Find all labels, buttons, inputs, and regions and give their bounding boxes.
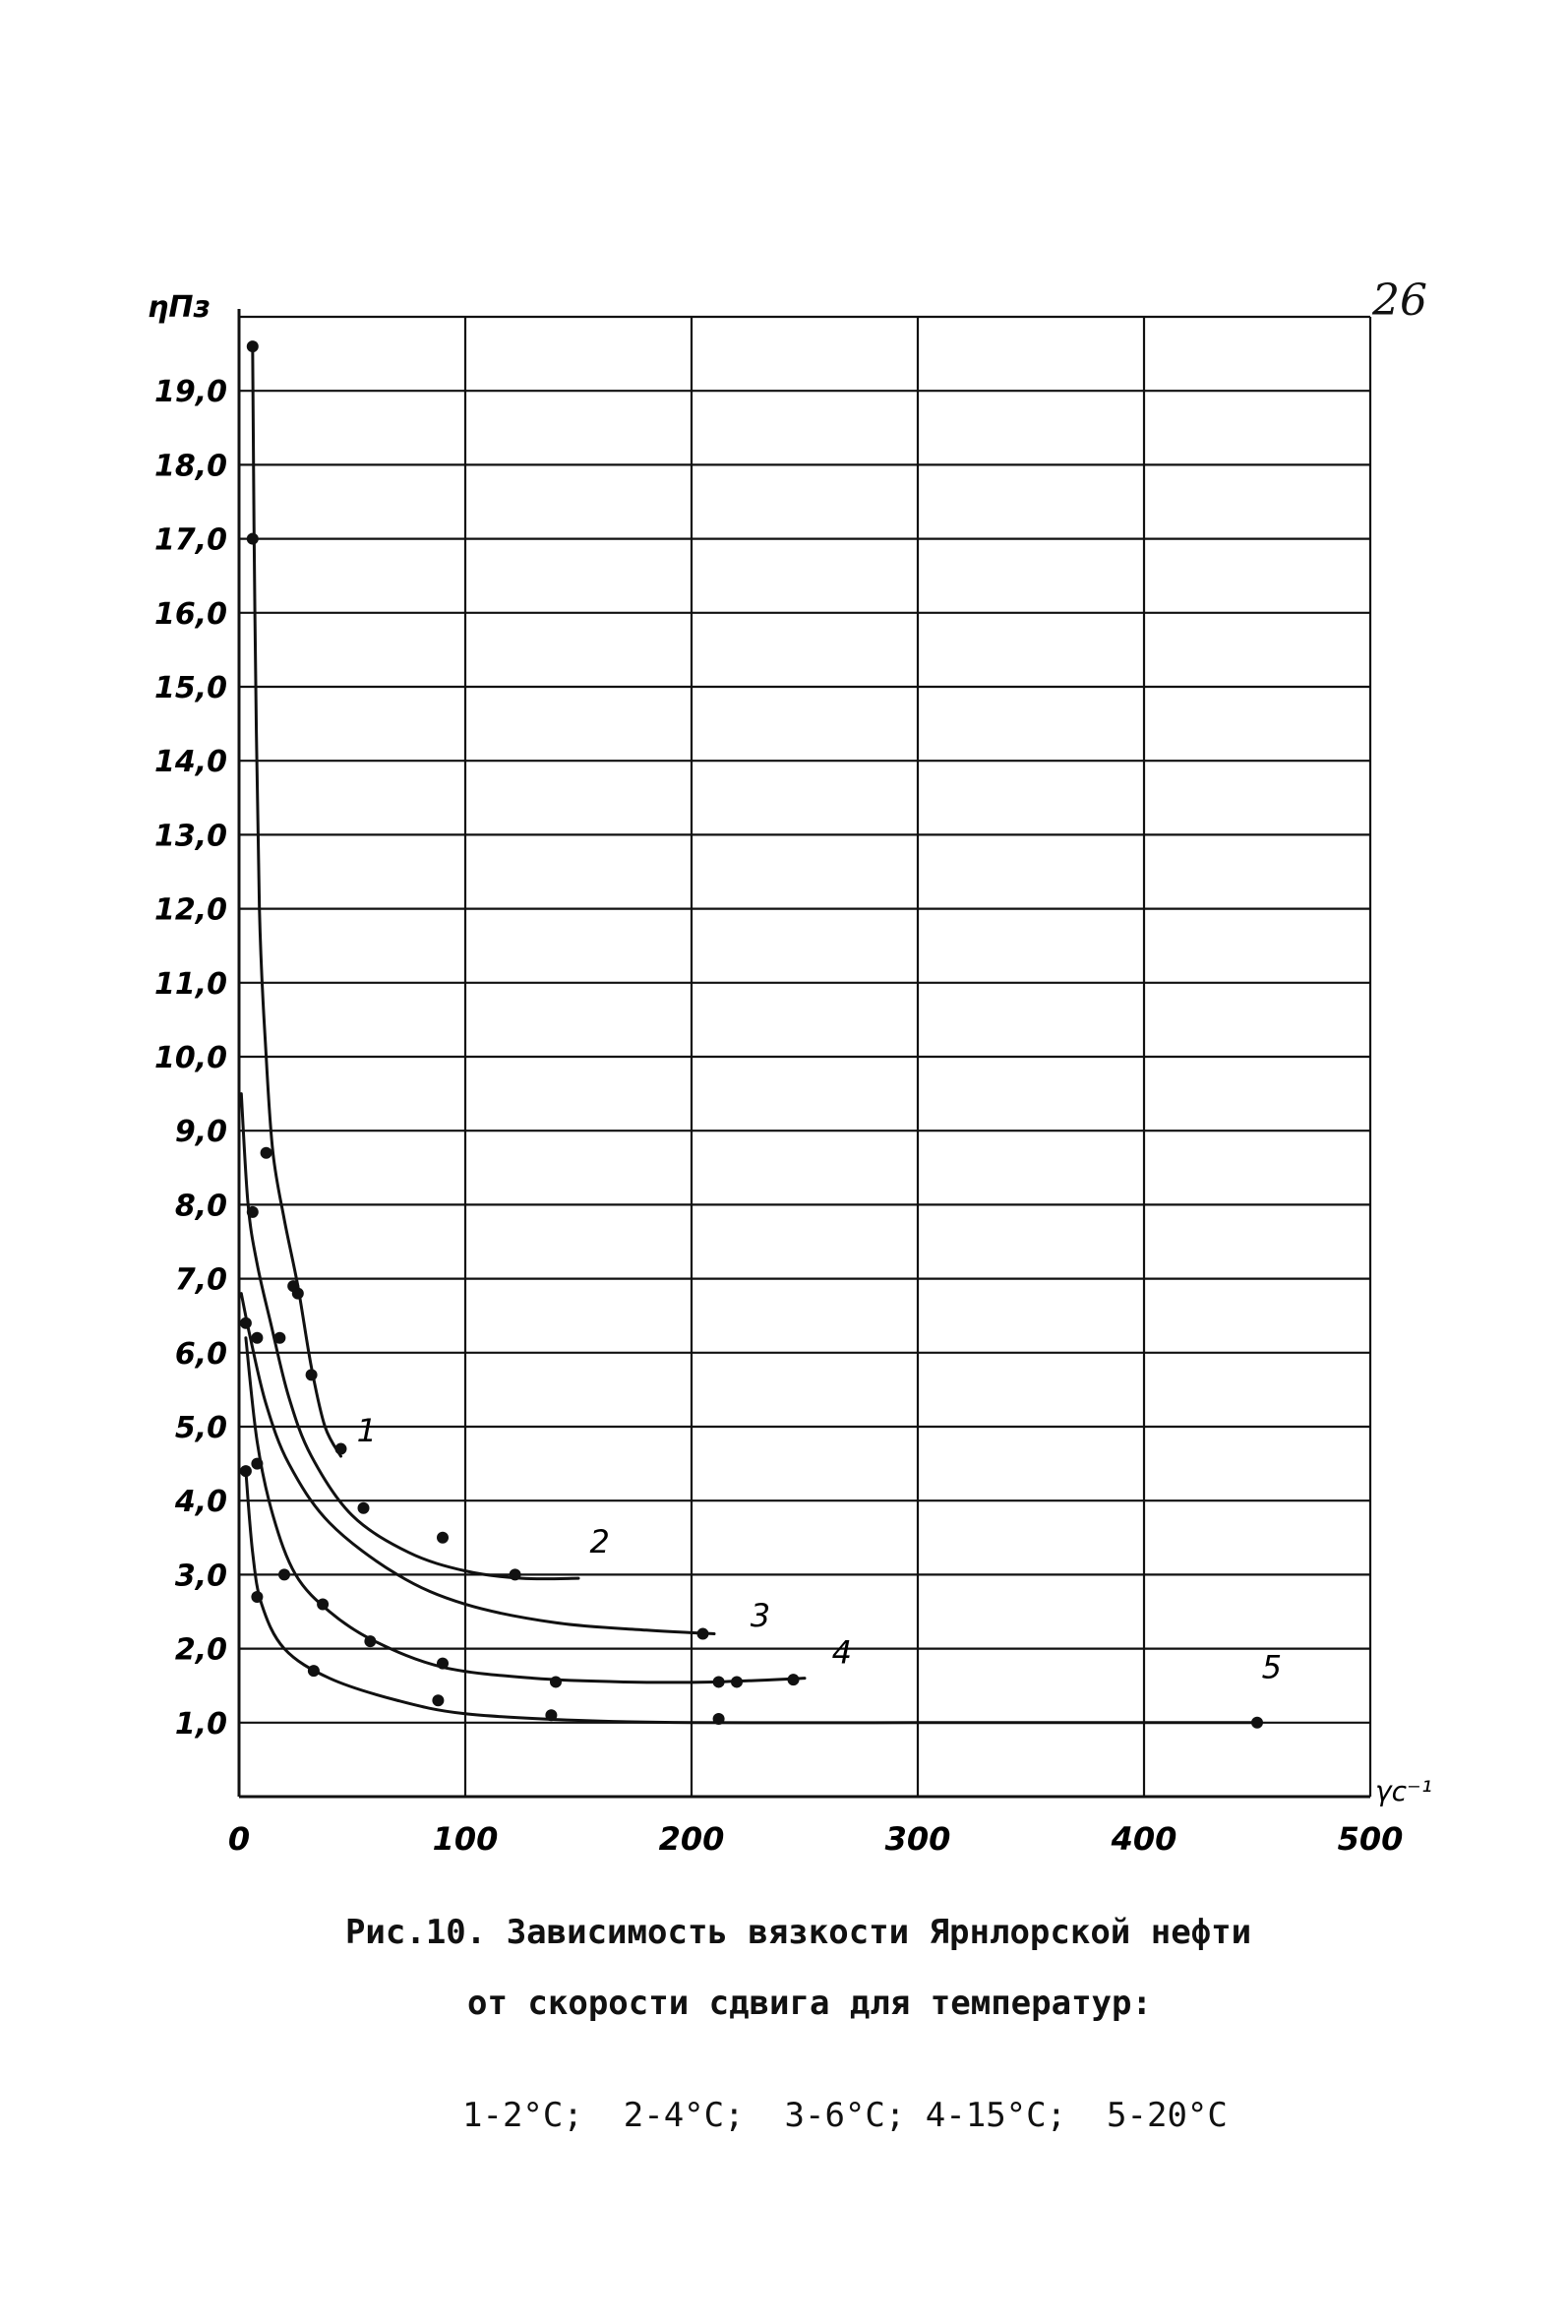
x-tick-label: 100 bbox=[433, 1820, 499, 1858]
series-5-point bbox=[432, 1694, 445, 1707]
x-tick-label: 0 bbox=[228, 1820, 250, 1858]
y-tick-label: 12,0 bbox=[154, 893, 227, 928]
series-4-point bbox=[437, 1657, 449, 1670]
y-tick-label: 18,0 bbox=[154, 449, 227, 483]
caption-line-2: от скорости сдвига для температур: bbox=[467, 1984, 1152, 2023]
series-1-point bbox=[334, 1442, 347, 1455]
series-4-line bbox=[244, 1336, 807, 1684]
series-5-point bbox=[307, 1665, 320, 1678]
x-axis-label: γс⁻¹ bbox=[1375, 1775, 1432, 1807]
series-4-point bbox=[317, 1598, 330, 1611]
series-3-point bbox=[239, 1316, 252, 1329]
series-1-point bbox=[260, 1146, 272, 1159]
caption-line-3: 1-2°С; 2-4°С; 3-6°С; 4-15°С; 5-20°С bbox=[462, 2096, 1228, 2135]
series-2-point bbox=[246, 1205, 259, 1218]
y-tick-label: 1,0 bbox=[175, 1707, 227, 1742]
y-tick-label: 9,0 bbox=[175, 1115, 227, 1149]
series-2-point bbox=[509, 1568, 521, 1581]
series-2-line bbox=[239, 1092, 580, 1581]
series-2-point bbox=[357, 1501, 370, 1514]
x-tick-label: 400 bbox=[1111, 1820, 1177, 1858]
series-5-line bbox=[244, 1469, 1259, 1725]
series-3-point bbox=[251, 1331, 264, 1344]
series-4-point bbox=[550, 1676, 562, 1688]
series-3-line bbox=[239, 1292, 716, 1636]
series-4-point bbox=[712, 1676, 725, 1688]
x-tick-label: 300 bbox=[885, 1820, 951, 1858]
x-tick-label: 500 bbox=[1338, 1820, 1404, 1858]
series-5-point bbox=[251, 1590, 264, 1603]
y-tick-label: 14,0 bbox=[154, 745, 227, 779]
y-tick-label: 2,0 bbox=[175, 1633, 227, 1668]
series-label-1: 1 bbox=[357, 1412, 377, 1449]
series-4-point bbox=[251, 1457, 264, 1470]
series-label-3: 3 bbox=[751, 1597, 770, 1634]
series-5-point bbox=[712, 1713, 725, 1726]
series-label-4: 4 bbox=[832, 1634, 852, 1672]
y-tick-label: 4,0 bbox=[174, 1485, 227, 1519]
x-tick-label: 200 bbox=[659, 1820, 725, 1858]
series-1-line bbox=[251, 344, 342, 1458]
y-tick-label: 11,0 bbox=[154, 967, 227, 1002]
chart-axes bbox=[237, 309, 1370, 1799]
series-4-point bbox=[364, 1635, 377, 1648]
y-tick-label: 10,0 bbox=[154, 1041, 227, 1075]
series-1-point bbox=[246, 532, 259, 545]
series-5-point bbox=[545, 1709, 558, 1722]
y-tick-label: 15,0 bbox=[154, 671, 227, 705]
y-tick-label: 19,0 bbox=[154, 375, 227, 409]
series-layer bbox=[239, 340, 1263, 1729]
series-5-point bbox=[1251, 1716, 1263, 1729]
series-2-point bbox=[273, 1331, 286, 1344]
y-tick-label: 6,0 bbox=[175, 1337, 227, 1372]
caption-line-1: Рис.10. Зависимость вязкости Ярнлорской … bbox=[344, 1913, 1252, 1952]
series-3-point bbox=[696, 1627, 709, 1640]
series-1-point bbox=[291, 1287, 304, 1300]
y-tick-label: 8,0 bbox=[175, 1189, 227, 1223]
figure-caption: Рис.10. Зависимость вязкости Ярнлорской … bbox=[305, 1879, 1251, 2169]
y-tick-label: 13,0 bbox=[154, 819, 227, 853]
series-2-point bbox=[437, 1531, 449, 1544]
tick-labels: 1,0 2,0 3,0 4,0 5,0 6,0 7,0 8,0 9,0 10,0 11,0 12,0 1… bbox=[154, 375, 1403, 1858]
y-tick-label: 7,0 bbox=[175, 1263, 227, 1298]
series-labels: 1 2 3 4 5 bbox=[357, 1412, 1282, 1686]
y-tick-label: 5,0 bbox=[175, 1411, 227, 1445]
series-4-point bbox=[787, 1674, 800, 1686]
series-4-point bbox=[278, 1568, 290, 1581]
series-4-point bbox=[731, 1676, 743, 1688]
series-label-2: 2 bbox=[590, 1523, 610, 1560]
y-axis-label: ηПз bbox=[148, 290, 211, 325]
page-number: 26 bbox=[1372, 275, 1427, 326]
series-5-point bbox=[239, 1465, 252, 1478]
y-tick-label: 17,0 bbox=[154, 523, 227, 558]
series-label-5: 5 bbox=[1262, 1649, 1282, 1686]
series-1-point bbox=[305, 1369, 318, 1381]
y-tick-label: 3,0 bbox=[175, 1559, 227, 1593]
y-tick-label: 16,0 bbox=[154, 597, 227, 632]
series-1-point bbox=[246, 340, 259, 353]
chart-grid bbox=[239, 317, 1372, 1797]
